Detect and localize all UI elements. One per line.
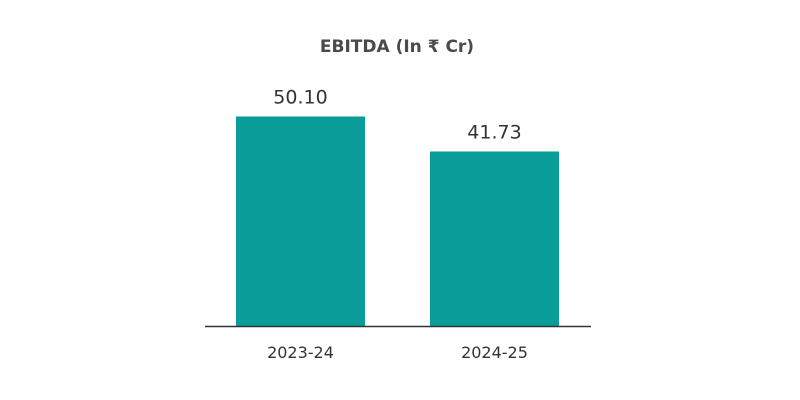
tick-label-2024-25: 2024-25: [461, 343, 528, 362]
value-label-2023-24: 50.10: [273, 86, 327, 108]
tick-label-2023-24: 2023-24: [267, 343, 334, 362]
bar-2023-24: [236, 116, 365, 326]
value-label-2024-25: 41.73: [467, 121, 521, 143]
tick-labels-group: 2023-24 2024-25: [267, 343, 528, 362]
chart-title: EBITDA (In ₹ Cr): [320, 37, 474, 57]
bars-group: [236, 116, 559, 326]
bar-2024-25: [430, 151, 559, 326]
value-labels-group: 50.10 41.73: [273, 86, 521, 143]
